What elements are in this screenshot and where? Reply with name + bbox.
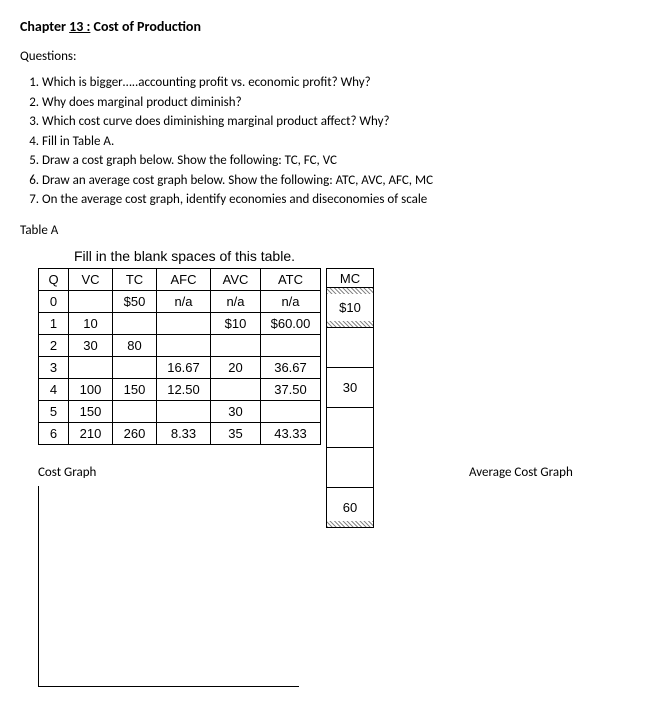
table-row: 1 10 $10 $60.00 — [39, 312, 321, 334]
chapter-name: Cost of Production — [90, 18, 201, 35]
cell — [211, 334, 261, 356]
questions-label: Questions: — [20, 49, 651, 64]
mc-column: MC $10 30 60 — [326, 268, 374, 528]
mc-cell: $10 — [326, 288, 374, 328]
cell: 20 — [211, 356, 261, 378]
cell: 10 — [69, 312, 113, 334]
table-row: 2 30 80 — [39, 334, 321, 356]
table-row: 5 150 30 — [39, 400, 321, 422]
cell: n/a — [261, 290, 321, 312]
hatch-icon — [327, 521, 373, 527]
col-header-afc: AFC — [157, 268, 211, 290]
mc-cell — [326, 408, 374, 448]
cell: 100 — [69, 378, 113, 400]
col-header-atc: ATC — [261, 268, 321, 290]
cell: 12.50 — [157, 378, 211, 400]
cell: 150 — [113, 378, 157, 400]
table-row: 3 16.67 20 36.67 — [39, 356, 321, 378]
cell: $10 — [211, 312, 261, 334]
cell: 2 — [39, 334, 69, 356]
cell — [157, 334, 211, 356]
cell — [157, 400, 211, 422]
question-item: Fill in Table A. — [42, 133, 651, 151]
chapter-prefix: Chapter — [20, 18, 69, 35]
cell: 80 — [113, 334, 157, 356]
chapter-title: Chapter 13 : Cost of Production — [20, 18, 651, 35]
table-a: Q VC TC AFC AVC ATC 0 $50 n/a n/a n/a 1 … — [38, 268, 321, 445]
average-cost-graph-block: Average Cost Graph — [469, 465, 573, 687]
question-item: Which is bigger…..accounting profit vs. … — [42, 74, 651, 92]
cell: n/a — [211, 290, 261, 312]
mc-cell — [326, 448, 374, 488]
table-caption: Fill in the blank spaces of this table. — [74, 248, 651, 264]
questions-list: Which is bigger…..accounting profit vs. … — [20, 74, 651, 209]
cell: 6 — [39, 422, 69, 444]
cell: 260 — [113, 422, 157, 444]
mc-value: $10 — [339, 300, 361, 315]
cell: 43.33 — [261, 422, 321, 444]
col-header-vc: VC — [69, 268, 113, 290]
cell: 210 — [69, 422, 113, 444]
table-a-wrap: Q VC TC AFC AVC ATC 0 $50 n/a n/a n/a 1 … — [38, 268, 651, 445]
average-cost-graph-title: Average Cost Graph — [469, 465, 573, 480]
cost-graph-axes — [38, 486, 299, 687]
col-header-mc: MC — [326, 268, 374, 288]
question-item: Draw a cost graph below. Show the follow… — [42, 152, 651, 170]
col-header-q: Q — [39, 268, 69, 290]
cell: 3 — [39, 356, 69, 378]
table-row: 4 100 150 12.50 37.50 — [39, 378, 321, 400]
cell: 16.67 — [157, 356, 211, 378]
cell — [113, 312, 157, 334]
cell — [261, 400, 321, 422]
question-item: Why does marginal product diminish? — [42, 94, 651, 112]
chapter-number: 13 : — [69, 18, 90, 35]
question-item: Draw an average cost graph below. Show t… — [42, 172, 651, 190]
col-header-tc: TC — [113, 268, 157, 290]
question-item: On the average cost graph, identify econ… — [42, 191, 651, 209]
hatch-icon — [327, 321, 373, 327]
cell — [157, 312, 211, 334]
hatch-icon — [327, 288, 373, 294]
cell: $60.00 — [261, 312, 321, 334]
cell: 35 — [211, 422, 261, 444]
mc-value: 60 — [343, 500, 357, 515]
cell — [69, 356, 113, 378]
cell: 8.33 — [157, 422, 211, 444]
cell: 1 — [39, 312, 69, 334]
table-row: 0 $50 n/a n/a n/a — [39, 290, 321, 312]
cell: 36.67 — [261, 356, 321, 378]
mc-value: 30 — [343, 380, 357, 395]
cost-graph-block: Cost Graph — [38, 465, 299, 687]
col-header-avc: AVC — [211, 268, 261, 290]
cell: 30 — [69, 334, 113, 356]
cell: 0 — [39, 290, 69, 312]
cell — [113, 356, 157, 378]
mc-cell — [326, 328, 374, 368]
cell: 150 — [69, 400, 113, 422]
cell: 5 — [39, 400, 69, 422]
cell — [261, 334, 321, 356]
cell: n/a — [157, 290, 211, 312]
cell: 37.50 — [261, 378, 321, 400]
table-row: 6 210 260 8.33 35 43.33 — [39, 422, 321, 444]
question-item: Which cost curve does diminishing margin… — [42, 113, 651, 131]
cell: 4 — [39, 378, 69, 400]
mc-cell: 30 — [326, 368, 374, 408]
cell: $50 — [113, 290, 157, 312]
cost-graph-title: Cost Graph — [38, 465, 299, 480]
cell — [69, 290, 113, 312]
cell: 30 — [211, 400, 261, 422]
cell — [211, 378, 261, 400]
mc-cell: 60 — [326, 488, 374, 528]
table-header-row: Q VC TC AFC AVC ATC — [39, 268, 321, 290]
cell — [113, 400, 157, 422]
table-a-label: Table A — [20, 223, 651, 238]
